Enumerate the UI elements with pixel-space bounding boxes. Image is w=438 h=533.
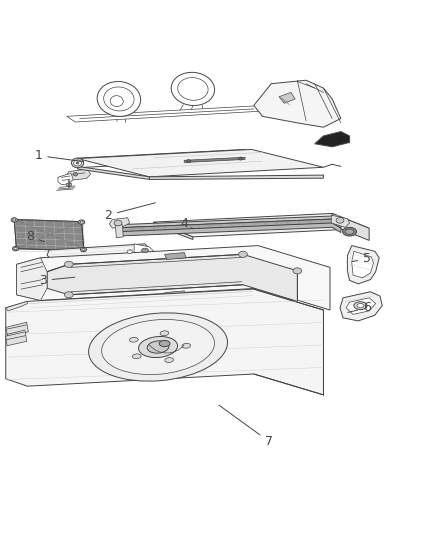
Ellipse shape — [147, 341, 169, 353]
Polygon shape — [165, 291, 186, 298]
Ellipse shape — [13, 219, 16, 221]
Ellipse shape — [293, 268, 302, 274]
Ellipse shape — [132, 354, 141, 359]
Polygon shape — [279, 92, 295, 103]
Polygon shape — [245, 149, 251, 162]
Ellipse shape — [336, 217, 344, 223]
Polygon shape — [17, 246, 330, 310]
Polygon shape — [184, 157, 245, 163]
Ellipse shape — [159, 341, 170, 346]
Polygon shape — [47, 254, 297, 301]
Ellipse shape — [102, 319, 215, 375]
Ellipse shape — [141, 248, 148, 253]
Polygon shape — [134, 244, 154, 258]
Ellipse shape — [74, 160, 81, 166]
Ellipse shape — [71, 158, 84, 168]
Polygon shape — [67, 106, 269, 122]
Polygon shape — [315, 132, 350, 147]
Polygon shape — [78, 149, 323, 177]
Polygon shape — [17, 258, 47, 301]
Polygon shape — [6, 289, 323, 395]
Polygon shape — [6, 322, 28, 337]
Ellipse shape — [130, 337, 138, 342]
Ellipse shape — [239, 157, 243, 160]
Ellipse shape — [64, 292, 73, 298]
Ellipse shape — [165, 358, 173, 362]
Ellipse shape — [73, 173, 78, 176]
Polygon shape — [254, 80, 341, 127]
Ellipse shape — [82, 248, 85, 251]
Ellipse shape — [80, 221, 83, 223]
Ellipse shape — [81, 247, 86, 252]
Ellipse shape — [182, 343, 191, 348]
Ellipse shape — [186, 160, 191, 163]
Polygon shape — [154, 222, 193, 239]
Ellipse shape — [354, 302, 367, 310]
Ellipse shape — [345, 229, 354, 235]
Polygon shape — [66, 183, 71, 184]
Text: 5: 5 — [352, 252, 371, 265]
Ellipse shape — [11, 218, 17, 222]
Polygon shape — [352, 251, 374, 278]
Ellipse shape — [76, 162, 79, 164]
Polygon shape — [340, 292, 382, 321]
Ellipse shape — [171, 72, 215, 106]
Text: 4: 4 — [180, 217, 193, 230]
Polygon shape — [346, 298, 376, 314]
Polygon shape — [149, 175, 323, 180]
Polygon shape — [116, 225, 123, 238]
Ellipse shape — [114, 220, 122, 226]
Polygon shape — [47, 244, 149, 260]
Ellipse shape — [357, 303, 364, 308]
Text: 1: 1 — [35, 149, 84, 162]
Text: 3: 3 — [39, 274, 75, 287]
Polygon shape — [118, 219, 341, 232]
Polygon shape — [165, 253, 186, 260]
Polygon shape — [156, 338, 175, 349]
Ellipse shape — [160, 331, 169, 336]
Ellipse shape — [13, 246, 18, 251]
Polygon shape — [58, 173, 73, 184]
Text: 7: 7 — [219, 405, 273, 448]
Ellipse shape — [239, 251, 247, 257]
Ellipse shape — [343, 228, 357, 236]
Text: 6: 6 — [348, 301, 371, 314]
Text: 2: 2 — [104, 203, 155, 222]
Polygon shape — [67, 180, 69, 187]
Polygon shape — [78, 166, 149, 180]
Polygon shape — [110, 218, 130, 228]
Ellipse shape — [138, 336, 177, 358]
Polygon shape — [6, 332, 27, 346]
Polygon shape — [66, 169, 91, 180]
Polygon shape — [14, 220, 84, 251]
Ellipse shape — [97, 82, 141, 116]
Polygon shape — [118, 223, 341, 236]
Ellipse shape — [79, 220, 85, 224]
Polygon shape — [6, 301, 28, 311]
Ellipse shape — [127, 250, 132, 254]
Polygon shape — [347, 246, 379, 284]
Polygon shape — [331, 215, 350, 228]
Ellipse shape — [64, 261, 73, 268]
Polygon shape — [154, 213, 369, 237]
Polygon shape — [118, 216, 341, 228]
Text: 8: 8 — [26, 230, 44, 244]
Ellipse shape — [14, 247, 17, 250]
Polygon shape — [332, 213, 369, 240]
Ellipse shape — [88, 313, 227, 381]
